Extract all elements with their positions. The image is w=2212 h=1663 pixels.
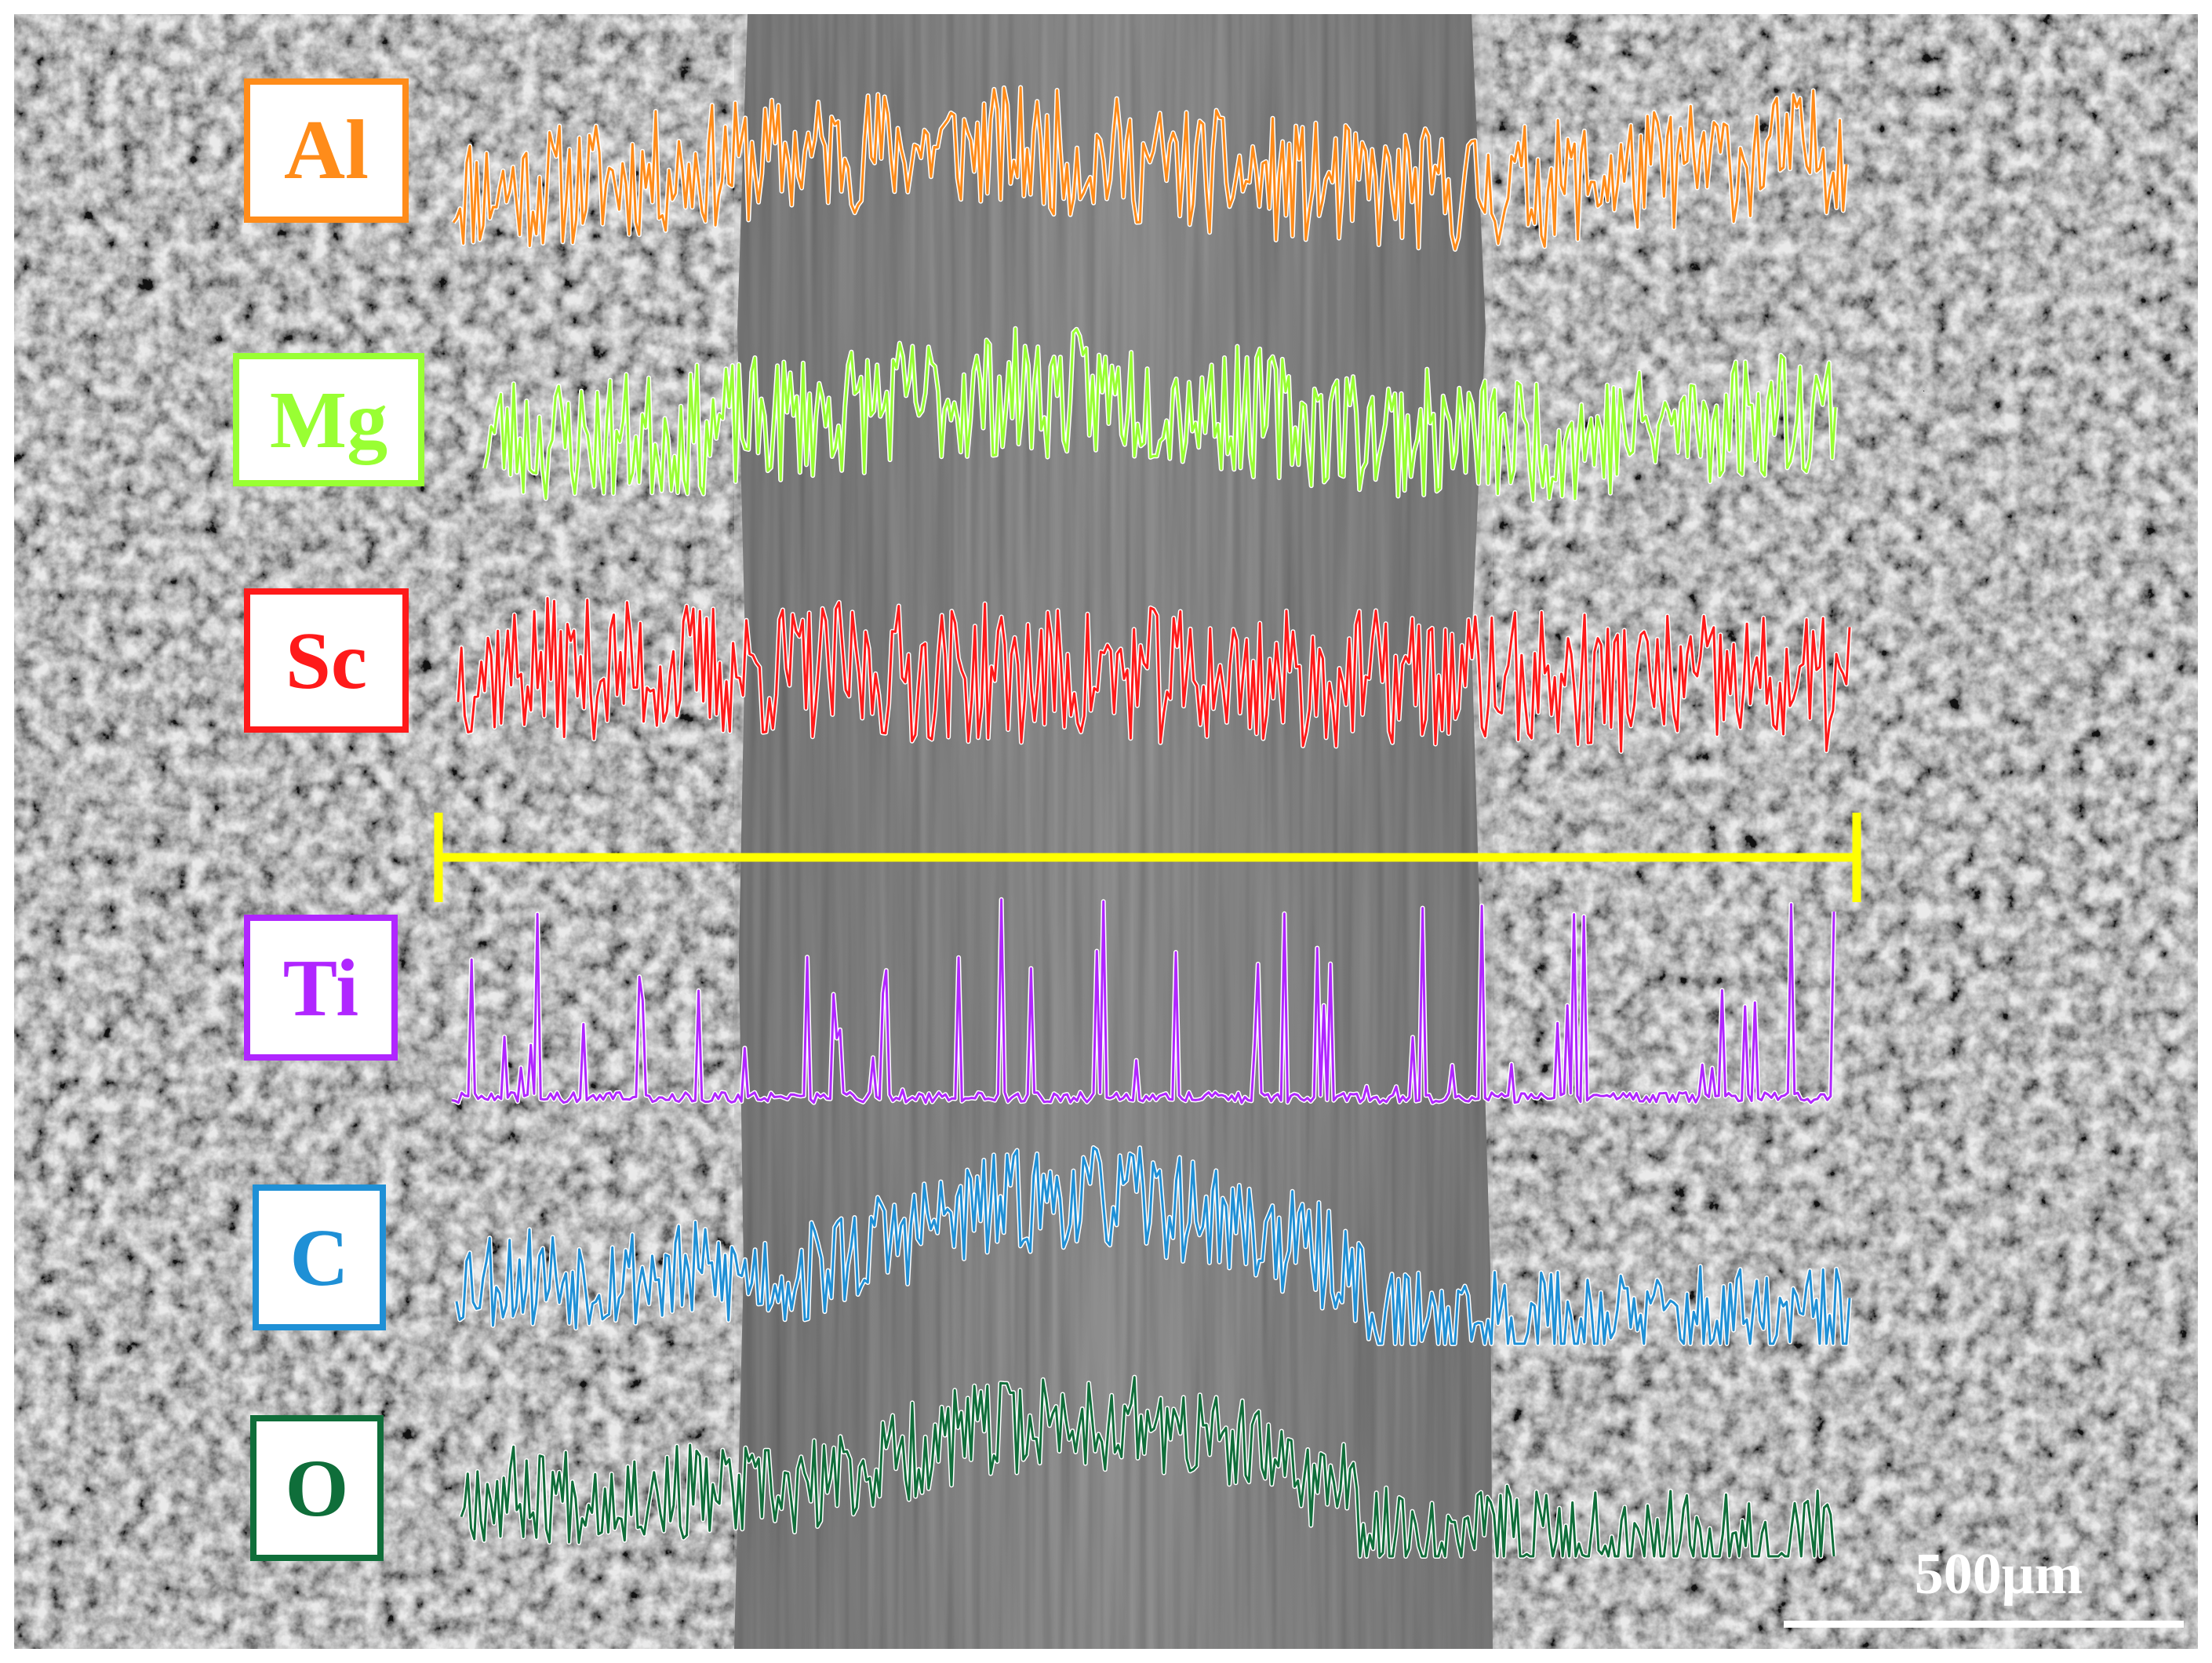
element-label-ti: Ti xyxy=(244,915,398,1061)
element-label-sc-text: Sc xyxy=(286,615,367,706)
sem-micrograph xyxy=(14,14,2198,1649)
element-label-c: C xyxy=(253,1184,386,1330)
profile-mg xyxy=(483,327,1837,502)
element-label-c-text: C xyxy=(289,1212,349,1303)
sem-line-scan-figure: Al Mg Sc Ti C O 500μm xyxy=(14,14,2198,1649)
element-profiles xyxy=(451,85,1852,1559)
element-label-ti-text: Ti xyxy=(282,942,359,1033)
line-scan-marker xyxy=(434,813,1861,902)
element-label-mg-text: Mg xyxy=(269,374,388,465)
profile-ti xyxy=(451,898,1835,1104)
profile-al xyxy=(452,86,1848,251)
profile-o xyxy=(460,1376,1835,1558)
scale-bar-label: 500μm xyxy=(1914,1542,2083,1607)
element-label-mg: Mg xyxy=(233,353,424,486)
element-label-al-text: Al xyxy=(284,104,369,197)
element-label-sc: Sc xyxy=(244,588,409,733)
profile-sc xyxy=(457,597,1851,753)
scale-bar xyxy=(1784,1621,2184,1628)
element-label-o: O xyxy=(250,1415,384,1561)
element-label-al: Al xyxy=(244,78,409,223)
profile-c xyxy=(455,1146,1851,1345)
element-label-o-text: O xyxy=(285,1443,349,1534)
